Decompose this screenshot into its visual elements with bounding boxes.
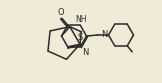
Text: N: N <box>101 30 108 39</box>
Text: NH: NH <box>75 15 87 24</box>
Text: O: O <box>58 8 65 17</box>
Text: S: S <box>78 33 83 42</box>
Text: N: N <box>82 48 88 57</box>
